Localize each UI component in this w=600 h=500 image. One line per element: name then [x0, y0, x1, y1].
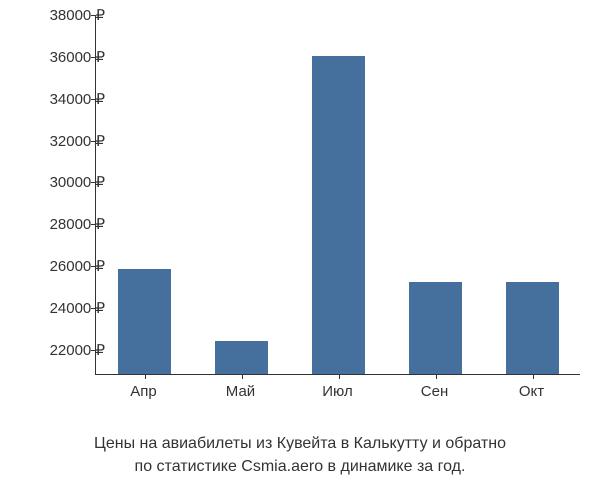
- y-tick-label: 38000 ₽: [50, 6, 105, 24]
- x-tick-mark: [533, 374, 534, 379]
- bar: [506, 282, 559, 374]
- plot-area: [95, 15, 580, 375]
- caption-line-1: Цены на авиабилеты из Кувейта в Калькутт…: [94, 435, 506, 452]
- y-tick-label: 30000 ₽: [50, 173, 105, 191]
- x-tick-mark: [242, 374, 243, 379]
- chart-container: Апр Май Июл Сен Окт: [95, 15, 580, 400]
- bar: [118, 269, 171, 374]
- x-tick-label: Сен: [421, 383, 448, 400]
- x-tick-label: Окт: [519, 383, 544, 400]
- y-tick-label: 32000 ₽: [50, 132, 105, 150]
- x-tick-label: Апр: [130, 383, 156, 400]
- y-tick-label: 28000 ₽: [50, 215, 105, 233]
- y-tick-label: 22000 ₽: [50, 341, 105, 359]
- x-tick-mark: [145, 374, 146, 379]
- y-tick-label: 24000 ₽: [50, 299, 105, 317]
- caption-line-2: по статистике Csmia.aero в динамике за г…: [135, 458, 466, 475]
- x-tick-label: Июл: [322, 383, 352, 400]
- y-tick-label: 36000 ₽: [50, 48, 105, 66]
- x-tick-mark: [339, 374, 340, 379]
- bar: [312, 56, 365, 374]
- bar: [409, 282, 462, 374]
- chart-caption: Цены на авиабилеты из Кувейта в Калькутт…: [0, 433, 600, 478]
- y-tick-label: 34000 ₽: [50, 90, 105, 108]
- bar: [215, 341, 268, 374]
- x-tick-mark: [436, 374, 437, 379]
- y-tick-label: 26000 ₽: [50, 257, 105, 275]
- x-tick-label: Май: [226, 383, 255, 400]
